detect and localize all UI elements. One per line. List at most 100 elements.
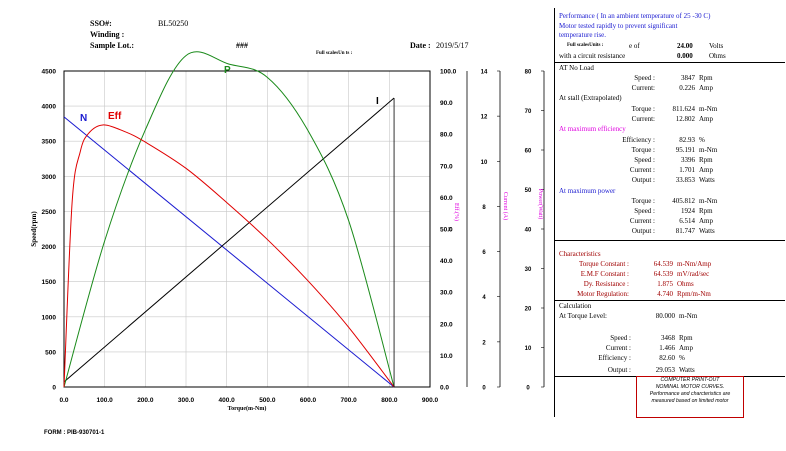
maxeff-speed-label: Speed : bbox=[634, 156, 655, 164]
power-curve-label: P bbox=[224, 65, 231, 76]
reg-value: 4.740 bbox=[657, 290, 673, 298]
x-tick-label: 600.0 bbox=[300, 397, 317, 404]
power-tick-label: 60 bbox=[525, 149, 532, 155]
eff-tick-label: 90.0 bbox=[440, 100, 453, 107]
plot-frame bbox=[63, 70, 431, 388]
current-tick-label: 12 bbox=[481, 115, 488, 121]
noload-current-label: Current: bbox=[631, 84, 655, 92]
eff-axis-ticks: 0.0 10.0 20.0 30.0 40.0 50.0 60.0 70.0 80.0 90.0 1… bbox=[440, 69, 457, 392]
rule-1 bbox=[555, 62, 785, 63]
note-line-3: Performance and charcteristics are bbox=[649, 391, 731, 397]
power-curve bbox=[63, 51, 395, 388]
eff-axis-label: Eff.(%) bbox=[453, 203, 460, 221]
speed-tick-label: 1000 bbox=[42, 314, 57, 321]
maxpow-torque-unit: m-Nm bbox=[699, 197, 718, 205]
dr-value: 1.875 bbox=[657, 280, 673, 288]
eff-tick-label: 60.0 bbox=[440, 195, 453, 202]
maxpow-torque-value: 405.812 bbox=[672, 197, 695, 205]
maxeff-output-value: 33.853 bbox=[675, 176, 695, 184]
speed-tick-label: 2000 bbox=[42, 244, 57, 251]
reg-label: Motor Regulation: bbox=[577, 290, 629, 298]
stall-title: At stall (Extrapolated) bbox=[559, 94, 622, 102]
maxeff-title: At maximum efficiency bbox=[559, 125, 626, 133]
maxeff-eff-value: 82.93 bbox=[679, 136, 695, 144]
note-line-4: measured based on limited motor bbox=[651, 398, 729, 404]
noload-speed-unit: Rpm bbox=[699, 74, 713, 82]
y-axis-label: Speed(rpm) bbox=[30, 211, 38, 247]
maxpow-current-label: Current : bbox=[629, 217, 655, 225]
stall-current-label: Current: bbox=[631, 115, 655, 123]
eff-tick-label: 70.0 bbox=[440, 163, 453, 170]
voltage-unit: Volts bbox=[709, 42, 724, 50]
maxeff-current-unit: Amp bbox=[699, 166, 713, 174]
ke-label: E.M.F Constant : bbox=[580, 270, 629, 278]
current-tick-label: 4 bbox=[482, 295, 486, 301]
power-tick-label: 20 bbox=[525, 307, 532, 313]
rule-2 bbox=[555, 240, 785, 241]
sample-lot-label: Sample Lot.: bbox=[90, 41, 134, 50]
maxeff-current-value: 1.701 bbox=[679, 166, 695, 174]
calc-current-label: Current : bbox=[605, 344, 631, 352]
calc-eff-unit: % bbox=[679, 354, 685, 362]
ke-unit: mV/rad/sec bbox=[677, 270, 710, 278]
stall-torque-unit: m-Nm bbox=[699, 105, 718, 113]
stall-current-unit: Amp bbox=[699, 115, 713, 123]
calc-current-value: 1.466 bbox=[659, 344, 675, 352]
power-axis-ticks: 0 10 20 30 40 50 60 70 80 bbox=[525, 70, 544, 392]
eff-tick-label: 40.0 bbox=[440, 258, 453, 265]
ke-value: 64.539 bbox=[653, 270, 673, 278]
calc-torque-label: At Torque Level: bbox=[559, 312, 607, 320]
current-tick-label: 2 bbox=[482, 340, 486, 346]
maxpow-output-label: Output : bbox=[631, 227, 655, 235]
sample-lot-value: ### bbox=[236, 41, 248, 50]
power-tick-label: 40 bbox=[525, 228, 532, 234]
calc-speed-unit: Rpm bbox=[679, 334, 693, 342]
resistance-unit: Ohms bbox=[709, 52, 726, 60]
perf-note-2: temperature rise. bbox=[559, 31, 607, 39]
calc-output-unit: Watts bbox=[679, 366, 695, 374]
grid-lines bbox=[64, 71, 430, 387]
eff-tick-label: 50.0 bbox=[440, 227, 453, 234]
speed-tick-label: 4000 bbox=[42, 104, 57, 111]
perf-title: Performance ( In an ambient temperature … bbox=[559, 12, 711, 20]
calc-speed-label: Speed : bbox=[610, 334, 631, 342]
eff-tick-label: 10.0 bbox=[440, 353, 453, 360]
kt-unit: m-Nm/Amp bbox=[677, 260, 712, 268]
speed-tick-label: 3500 bbox=[42, 139, 57, 146]
eff-tick-label: 30.0 bbox=[440, 290, 453, 297]
power-axis-label: Power(Watt) bbox=[537, 189, 544, 220]
performance-panel: Performance ( In an ambient temperature … bbox=[554, 8, 785, 417]
x-tick-label: 900.0 bbox=[422, 397, 439, 404]
dr-unit: Ohms bbox=[677, 280, 694, 288]
power-tick-label: 0 bbox=[526, 386, 530, 392]
calc-title: Calculation bbox=[559, 302, 592, 310]
voltage-value: 24.00 bbox=[677, 42, 693, 50]
maxpow-title: At maximum power bbox=[559, 187, 616, 195]
x-tick-label: 400.0 bbox=[219, 397, 236, 404]
speed-tick-label: 2500 bbox=[42, 209, 57, 216]
maxeff-output-label: Output : bbox=[631, 176, 655, 184]
speed-tick-label: 1500 bbox=[42, 279, 57, 286]
eff-tick-label: 100.0 bbox=[440, 69, 457, 76]
maxeff-speed-unit: Rpm bbox=[699, 156, 713, 164]
maxeff-current-label: Current : bbox=[629, 166, 655, 174]
printout-note-box: COMPUTER PRINT-OUT NOMINAL MOTOR CURVES.… bbox=[636, 376, 744, 418]
maxpow-speed-label: Speed : bbox=[634, 207, 655, 215]
noload-speed-value: 3847 bbox=[681, 74, 695, 82]
x-tick-label: 800.0 bbox=[381, 397, 398, 404]
motor-curve-chart: 0.0 100.0 200.0 300.0 400.0 500.0 600.0 700.0 80… bbox=[30, 51, 545, 412]
sso-label: SSO#: bbox=[90, 19, 112, 28]
sso-value: BL50250 bbox=[158, 19, 189, 28]
x-tick-label: 100.0 bbox=[97, 397, 114, 404]
eff-tick-label: 0.0 bbox=[440, 385, 449, 392]
resistance-label: with a circuit resistance bbox=[559, 52, 626, 60]
calc-eff-value: 82.60 bbox=[659, 354, 675, 362]
voltage-fragment: e of bbox=[629, 42, 640, 50]
x-tick-label: 700.0 bbox=[341, 397, 358, 404]
kt-value: 64.539 bbox=[653, 260, 673, 268]
maxeff-eff-unit: % bbox=[699, 136, 705, 144]
maxeff-output-unit: Watts bbox=[699, 176, 715, 184]
eff-curve bbox=[63, 124, 395, 388]
form-number: FORM : PIB-930701-1 bbox=[44, 430, 105, 436]
current-tick-label: 8 bbox=[482, 205, 486, 211]
